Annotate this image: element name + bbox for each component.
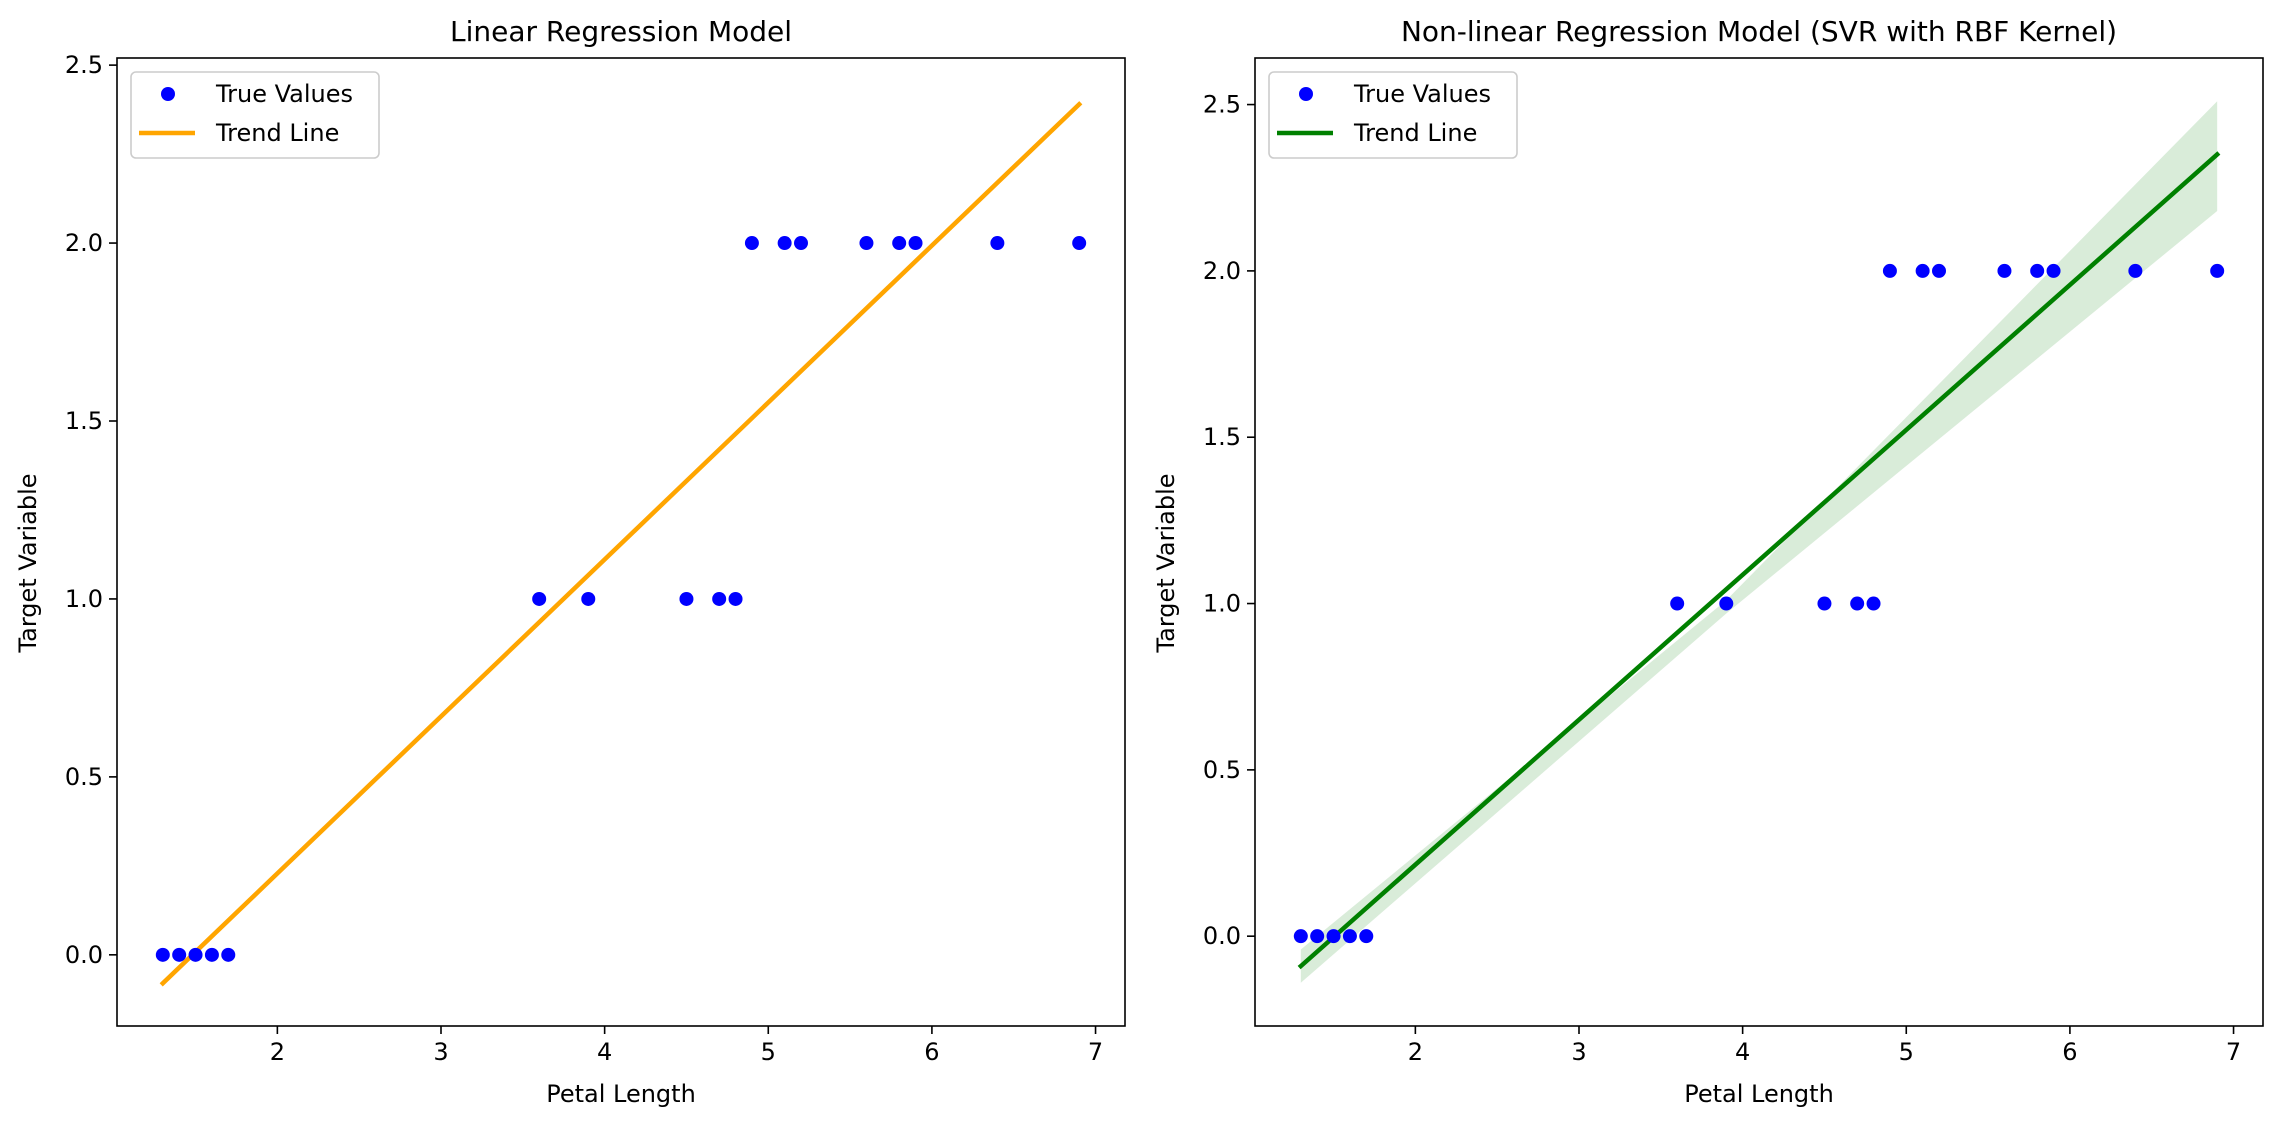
legend-label-true-values: True Values: [215, 80, 353, 108]
legend-box: [1268, 71, 1518, 159]
y-tick-label: 0.5: [1203, 756, 1241, 784]
y-tick-label: 0.0: [1203, 922, 1241, 950]
data-point: [581, 591, 596, 606]
data-point: [172, 947, 187, 962]
chart-svr-rbf-regression: Non-linear Regression Model (SVR with RB…: [1152, 15, 2264, 1108]
data-point: [532, 591, 547, 606]
data-point: [679, 591, 694, 606]
x-tick-label: 7: [2226, 1038, 2241, 1066]
legend: True Values Trend Line: [1268, 71, 1518, 159]
data-point: [1670, 596, 1685, 611]
trend-line: [159, 101, 1083, 987]
x-tick-label: 2: [270, 1038, 285, 1066]
plot-area: 2 3 4 5 6 7 0.0 0.5 1.0 1.5 2.0 2.5: [65, 51, 1103, 1066]
data-point: [728, 591, 743, 606]
data-point: [1326, 929, 1341, 944]
y-axis-label: Target Variable: [1152, 473, 1180, 653]
data-point: [1866, 596, 1881, 611]
data-point: [2046, 263, 2061, 278]
chart-title: Linear Regression Model: [450, 15, 792, 48]
data-point: [155, 947, 170, 962]
data-point: [221, 947, 236, 962]
data-point: [794, 236, 808, 251]
data-point: [1817, 596, 1832, 611]
chart-title: Non-linear Regression Model (SVR with RB…: [1401, 15, 2117, 48]
legend: True Values Trend Line: [130, 71, 380, 159]
data-point: [1310, 929, 1325, 944]
data-point: [1850, 596, 1865, 611]
x-tick-label: 4: [597, 1038, 612, 1066]
y-tick-label: 1.5: [1203, 423, 1241, 451]
x-tick-label: 7: [1088, 1038, 1103, 1066]
y-tick-label: 1.0: [65, 585, 103, 613]
y-tick-label: 2.5: [1203, 91, 1241, 119]
data-point: [1997, 263, 2012, 278]
confidence-band: [1300, 101, 2218, 983]
data-point: [1072, 236, 1087, 251]
data-point: [204, 947, 219, 962]
legend-label-true-values: True Values: [1353, 80, 1491, 108]
x-tick-label: 6: [924, 1038, 939, 1066]
legend-box: [130, 71, 380, 159]
x-axis-label: Petal Length: [546, 1080, 696, 1108]
data-point: [990, 236, 1005, 251]
data-point: [1719, 596, 1734, 611]
x-tick-label: 3: [433, 1038, 448, 1066]
y-axis-label: Target Variable: [14, 473, 42, 653]
data-point: [712, 591, 727, 606]
legend-label-trend-line: Trend Line: [1353, 119, 1477, 147]
data-point: [1293, 929, 1308, 944]
data-point: [892, 236, 907, 251]
y-tick-label: 1.5: [65, 407, 103, 435]
x-tick-label: 4: [1735, 1038, 1750, 1066]
x-tick-label: 5: [1899, 1038, 1914, 1066]
trend-line: [1297, 151, 2221, 970]
x-tick-label: 5: [761, 1038, 776, 1066]
y-tick-label: 0.0: [65, 941, 103, 969]
data-point: [1359, 929, 1374, 944]
x-tick-label: 3: [1571, 1038, 1586, 1066]
chart-linear-regression: Linear Regression Model Petal Length Tar…: [14, 15, 1126, 1108]
data-point: [2128, 263, 2143, 278]
y-tick-label: 2.5: [65, 51, 103, 79]
data-point: [1915, 263, 1930, 278]
data-point: [1342, 929, 1357, 944]
y-tick-label: 0.5: [65, 763, 103, 791]
y-tick-label: 1.0: [1203, 590, 1241, 618]
data-point: [1932, 263, 1946, 278]
legend-label-trend-line: Trend Line: [215, 119, 339, 147]
data-point: [188, 947, 203, 962]
data-point: [859, 236, 874, 251]
legend-marker-true-values: [161, 87, 175, 101]
y-tick-label: 2.0: [1203, 257, 1241, 285]
legend-marker-true-values: [1299, 87, 1313, 101]
data-point: [744, 236, 759, 251]
data-point: [908, 236, 923, 251]
x-axis-label: Petal Length: [1684, 1080, 1834, 1108]
plot-frame: [1254, 57, 2264, 1027]
y-tick-label: 2.0: [65, 229, 103, 257]
data-point: [777, 236, 792, 251]
data-point: [1882, 263, 1897, 278]
plot-frame: [116, 57, 1126, 1027]
plot-area: 2 3 4 5 6 7 0.0 0.5 1.0 1.5 2.0 2.5: [1203, 91, 2241, 1066]
data-point: [2210, 263, 2225, 278]
x-tick-label: 6: [2062, 1038, 2077, 1066]
data-point: [2030, 263, 2045, 278]
x-tick-label: 2: [1408, 1038, 1423, 1066]
